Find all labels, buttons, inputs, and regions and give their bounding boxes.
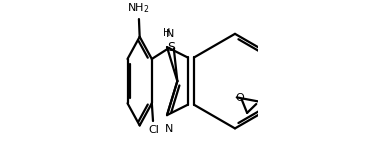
Text: S: S [167, 41, 176, 54]
Text: H: H [163, 28, 170, 38]
Text: N: N [166, 29, 174, 39]
Text: Cl: Cl [148, 125, 159, 135]
Text: N: N [165, 124, 173, 134]
Text: O: O [235, 93, 244, 103]
Text: NH$_2$: NH$_2$ [127, 2, 149, 15]
